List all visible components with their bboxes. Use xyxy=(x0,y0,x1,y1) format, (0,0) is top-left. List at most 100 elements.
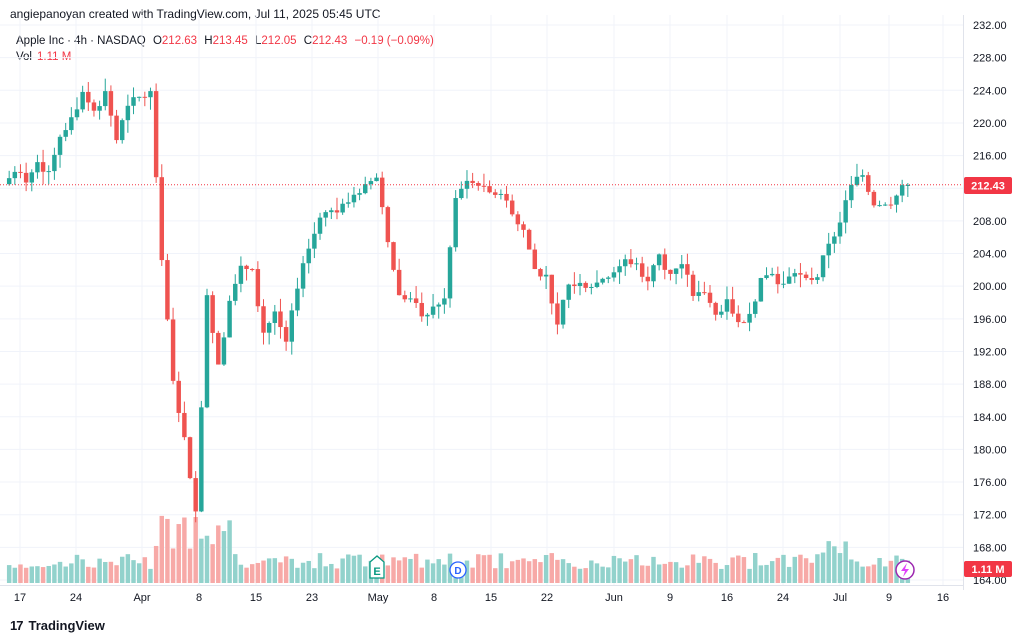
candle-body xyxy=(736,313,741,323)
candle-body xyxy=(97,106,102,111)
price-tick-label: 164.00 xyxy=(973,575,1007,587)
candle-body xyxy=(317,217,323,234)
volume-bar xyxy=(57,561,63,583)
candle-body xyxy=(334,210,340,213)
candle-body xyxy=(346,202,351,204)
volume-bar xyxy=(312,568,317,583)
candle-body xyxy=(272,311,278,323)
candle-body xyxy=(493,192,498,195)
events-icon[interactable] xyxy=(895,560,915,580)
symbol-name[interactable]: Apple Inc · 4h · NASDAQ xyxy=(16,35,146,47)
candle-body xyxy=(453,198,458,248)
candle-body xyxy=(153,91,159,178)
volume-bar xyxy=(719,568,724,583)
candle-body xyxy=(775,273,781,285)
volume-bar xyxy=(589,560,594,583)
candle-body xyxy=(498,193,504,195)
volume-bar xyxy=(515,559,521,583)
volume-bar xyxy=(696,562,701,583)
candle-body xyxy=(899,185,905,196)
candle-body xyxy=(402,295,408,300)
volume-bar xyxy=(80,559,85,583)
dividend-marker[interactable]: D xyxy=(449,561,467,579)
volume-bar xyxy=(402,557,408,583)
volume-bar xyxy=(63,566,68,583)
price-tick-label: 224.00 xyxy=(973,85,1007,97)
candle-body xyxy=(289,310,294,342)
volume-bar xyxy=(685,565,690,583)
price-tick-label: 196.00 xyxy=(973,314,1007,326)
candle-body xyxy=(86,91,91,103)
volume-bar xyxy=(408,558,413,583)
candle-body xyxy=(204,295,210,408)
time-tick-label: May xyxy=(368,592,389,604)
volume-bar xyxy=(12,567,18,583)
volume-bar xyxy=(103,561,108,583)
candle-body xyxy=(221,337,227,365)
candle-body xyxy=(447,247,453,299)
candle-body xyxy=(651,265,656,282)
candle-body xyxy=(363,184,368,194)
volume-bar xyxy=(340,558,345,583)
price-tick-label: 168.00 xyxy=(973,542,1007,554)
candle-body xyxy=(459,188,464,199)
volume-bar xyxy=(46,565,51,583)
candle-body xyxy=(357,193,362,195)
price-tick-label: 188.00 xyxy=(973,379,1007,391)
price-tick-label: 176.00 xyxy=(973,477,1007,489)
volume-bar xyxy=(436,559,441,583)
candle-body xyxy=(837,222,843,237)
volume-bar xyxy=(363,566,368,583)
candle-body xyxy=(786,276,792,284)
time-tick-label: 9 xyxy=(667,592,673,604)
candle-body xyxy=(182,412,187,438)
candle-body xyxy=(572,284,577,287)
candle-body xyxy=(617,266,622,273)
candle-body xyxy=(374,177,379,182)
volume-badge-text: 1.11 M xyxy=(971,564,1004,576)
time-axis[interactable]: 17 24 Apr 8 15 23 May 8 15 22 Jun 9 16 24 Jul 9 16 xyxy=(14,592,949,604)
volume-bar xyxy=(809,562,814,583)
candle-body xyxy=(662,254,668,270)
candle-body xyxy=(385,207,391,243)
candle-body xyxy=(555,303,560,325)
volume-bar xyxy=(888,560,894,583)
candle-body xyxy=(532,249,538,270)
volume-bar xyxy=(476,554,481,583)
candle-body xyxy=(526,229,532,250)
time-tick-label: 9 xyxy=(886,592,892,604)
volume-bar xyxy=(131,560,136,583)
earnings-marker[interactable]: E xyxy=(369,555,385,579)
time-tick-label: 16 xyxy=(937,592,949,604)
open-label: O xyxy=(152,35,162,47)
chart-attribution: angiepanoyan created with TradingView.co… xyxy=(10,7,381,21)
volume-bar xyxy=(351,555,357,583)
volume-bar xyxy=(498,553,504,583)
close-value: 212.43 xyxy=(312,35,348,47)
candle-body xyxy=(391,242,396,270)
price-axis[interactable]: 232.00228.00224.00220.00216.00212.00208.… xyxy=(973,20,1007,587)
tradingview-logo[interactable]: 17 TradingView xyxy=(10,618,105,633)
volume-bar xyxy=(532,559,538,583)
volume-bar xyxy=(572,566,577,583)
change-value: −0.19 (−0.09%) xyxy=(354,35,434,47)
candle-body xyxy=(905,184,911,186)
volume-bar xyxy=(611,555,617,583)
volume-bar xyxy=(769,561,775,583)
volume-bar xyxy=(91,567,97,583)
candle-body xyxy=(538,269,543,277)
volume-bar xyxy=(594,563,600,583)
volume-bar xyxy=(306,560,311,583)
volume-bar xyxy=(334,568,340,583)
volume-bar xyxy=(244,567,249,583)
volume-bar xyxy=(493,568,498,583)
candle-body xyxy=(29,172,35,183)
volume-bar xyxy=(425,559,430,583)
volume-bar xyxy=(786,566,792,583)
price-tick-label: 220.00 xyxy=(973,118,1007,130)
candle-body xyxy=(849,184,854,201)
volume-bar xyxy=(430,563,436,583)
candle-body xyxy=(707,292,713,303)
candle-body xyxy=(80,91,85,110)
